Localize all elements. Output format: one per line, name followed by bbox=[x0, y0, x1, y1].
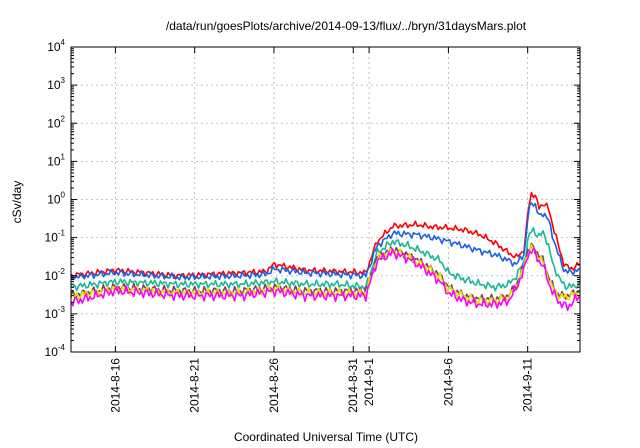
series-line bbox=[70, 247, 580, 312]
y-axis-label: cSv/day bbox=[10, 181, 24, 224]
y-tick-label: 100 bbox=[47, 191, 65, 207]
series-line bbox=[70, 227, 580, 292]
grid bbox=[71, 47, 580, 352]
x-axis: 2014-8-16 2014-8-21 2014-8-26 2014-8-31 2014… bbox=[108, 47, 535, 413]
y-tick-label: 10-1 bbox=[45, 229, 66, 245]
series-group bbox=[70, 191, 580, 312]
x-tick-label: 2014-9-11 bbox=[521, 358, 535, 412]
series-line bbox=[70, 191, 580, 280]
y-axis: 10-4 10-3 10-2 10-1 100 101 102 103 104 bbox=[45, 38, 580, 359]
y-tick-label: 10-4 bbox=[45, 343, 66, 359]
y-tick-label: 104 bbox=[47, 38, 65, 54]
y-tick-label: 103 bbox=[47, 76, 65, 92]
y-tick-label: 10-3 bbox=[45, 305, 66, 321]
x-tick-label: 2014-8-21 bbox=[188, 358, 202, 413]
y-tick-label: 101 bbox=[47, 152, 65, 168]
x-tick-label: 2014-8-26 bbox=[267, 358, 281, 413]
x-tick-label: 2014-9-6 bbox=[441, 358, 455, 406]
x-tick-label: 2014-8-16 bbox=[108, 358, 122, 413]
x-axis-label: Coordinated Universal Time (UTC) bbox=[234, 430, 418, 444]
x-tick-label: 2014-8-31 bbox=[346, 358, 360, 413]
x-tick-label: 2014-9-1 bbox=[362, 358, 376, 406]
series-line bbox=[70, 202, 580, 281]
chart-title: /data/run/goesPlots/archive/2014-09-13/f… bbox=[166, 19, 527, 33]
y-tick-label: 10-2 bbox=[45, 267, 66, 283]
y-tick-label: 102 bbox=[47, 114, 65, 130]
